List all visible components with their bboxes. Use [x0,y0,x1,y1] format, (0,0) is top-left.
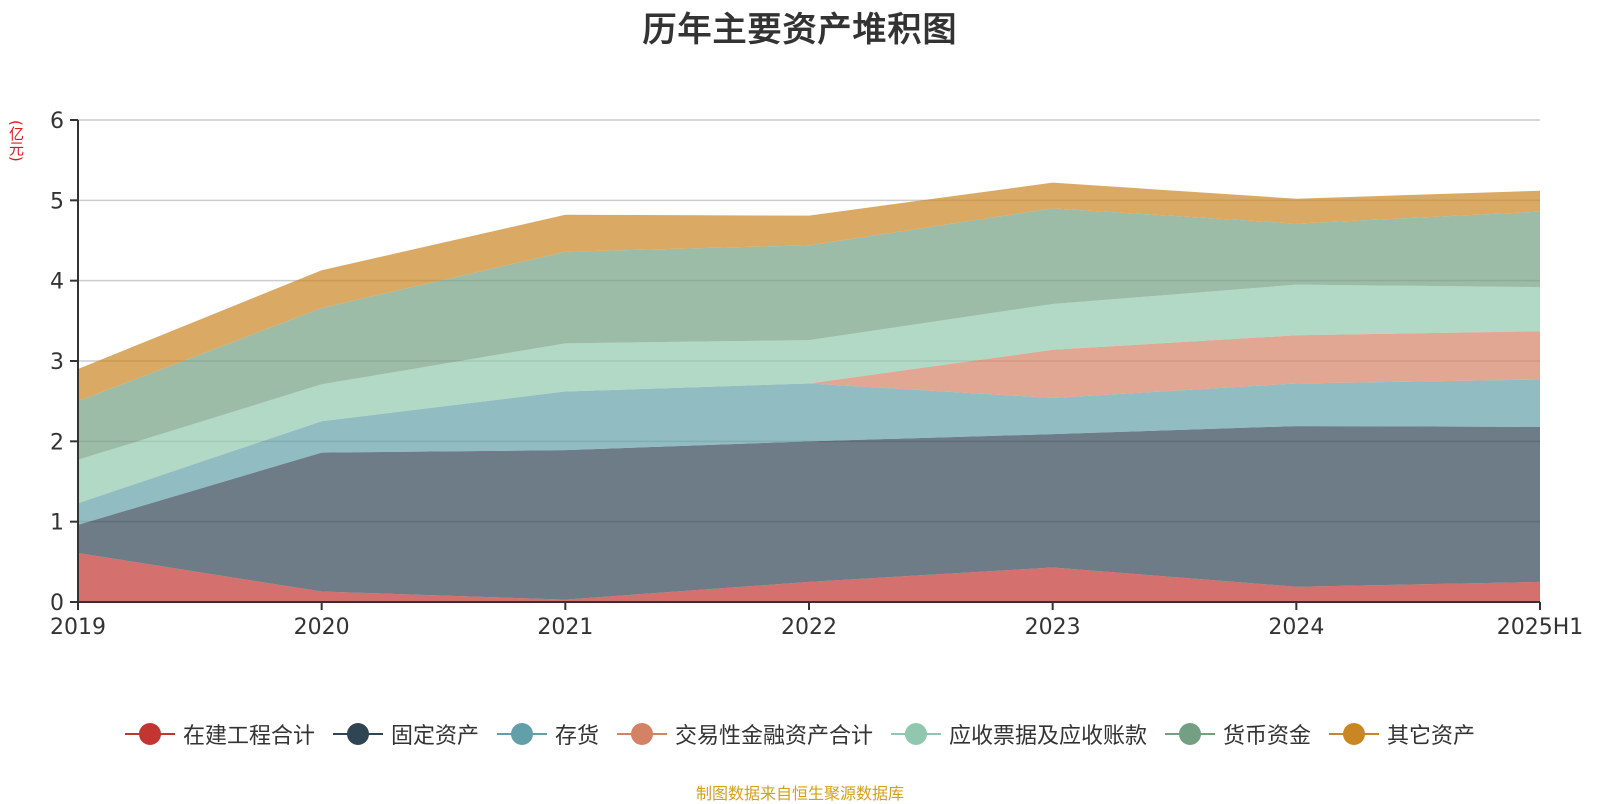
area-series-3[interactable] [78,331,1540,504]
y-tick-label: 2 [50,430,64,455]
y-tick-label: 4 [50,270,64,295]
legend-item-6[interactable]: 其它资产 [1329,718,1475,750]
legend-label: 货币资金 [1223,724,1312,749]
x-tick-label: 2020 [294,615,350,640]
area-series-0[interactable] [78,552,1540,602]
legend-marker-icon [1329,722,1380,746]
legend-label: 其它资产 [1387,724,1476,749]
legend-marker-icon [1165,722,1216,746]
y-tick-label: 5 [50,189,64,214]
x-tick-label: 2022 [781,615,837,640]
source-note: 制图数据来自恒生聚源数据库 [695,784,904,803]
legend-item-4[interactable]: 应收票据及应收账款 [891,718,1147,750]
x-tick-label: 2025H1 [1497,615,1584,640]
legend-marker-icon [891,722,941,746]
y-tick-label: 1 [50,511,64,536]
x-tick-label: 2023 [1025,615,1081,640]
legend-marker-icon [124,722,175,746]
legend-label: 固定资产 [390,724,479,749]
legend-item-1[interactable]: 固定资产 [332,718,479,750]
area-series-2[interactable] [78,379,1540,525]
x-tick-label: 2024 [1268,615,1324,640]
legend-label: 交易性金融资产合计 [674,724,873,749]
legend-marker-icon [332,722,383,746]
legend-marker-icon [496,722,547,746]
axes: 0 1 2 3 4 5 6 2019 2020 2021 2022 2023 2024 2025H1 [50,109,1583,640]
y-tick-label: 0 [50,591,64,616]
area-series-5[interactable] [78,208,1540,460]
x-tick-label: 2019 [50,615,106,640]
legend-label: 应收票据及应收账款 [949,724,1148,749]
area-series-1[interactable] [78,426,1540,600]
legend-item-0[interactable]: 在建工程合计 [124,718,315,750]
y-tick-label: 6 [50,109,64,134]
legend: 在建工程合计 固定资产 存货 交易性金融资产合计 应收票据及应收账款 货币资金 其它资产 [0,718,1600,750]
legend-item-5[interactable]: 货币资金 [1165,718,1311,750]
legend-item-3[interactable]: 交易性金融资产合计 [616,718,873,750]
legend-label: 存货 [554,724,599,749]
legend-label: 在建工程合计 [182,724,315,749]
stacked-area-chart: 0 1 2 3 4 5 6 2019 2020 2021 2022 2023 2024 2025H1 [50,109,1583,640]
y-axis-unit-label: (亿元) [7,120,25,162]
chart-title: 历年主要资产堆积图 [642,10,958,50]
x-tick-label: 2021 [537,615,593,640]
area-series-6[interactable] [78,182,1540,402]
y-tick-label: 3 [50,350,64,375]
legend-item-2[interactable]: 存货 [496,718,599,750]
area-series-4[interactable] [78,284,1540,504]
legend-marker-icon [616,722,667,746]
area-series-layer [78,182,1540,602]
